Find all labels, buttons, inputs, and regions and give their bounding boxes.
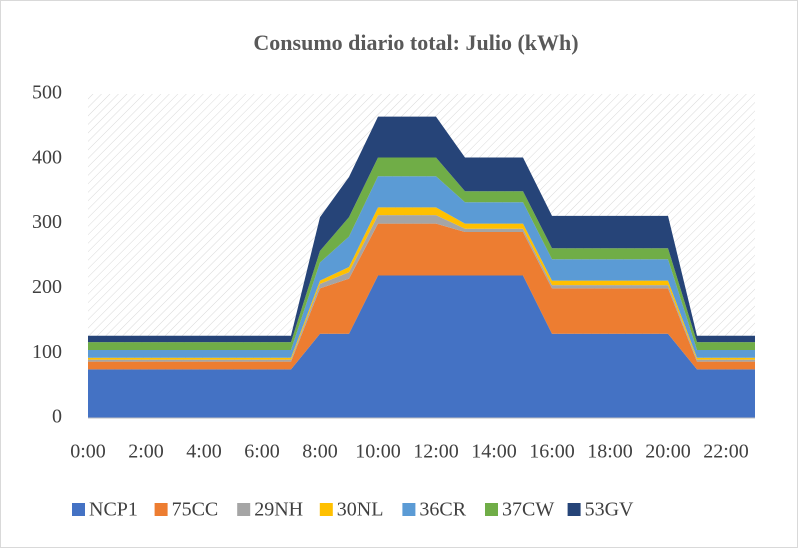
legend-swatch (485, 503, 498, 516)
y-tick-label: 200 (32, 276, 62, 298)
x-tick-label: 4:00 (186, 441, 222, 463)
y-tick-label: 100 (32, 341, 62, 363)
area (88, 157, 755, 350)
x-tick-label: 12:00 (413, 441, 459, 463)
x-tick-label: 16:00 (529, 441, 575, 463)
legend-label: 30NL (337, 499, 384, 521)
chart-title: Consumo diario total: Julio (kWh) (253, 30, 578, 55)
legend-swatch (402, 503, 416, 516)
legend-label: 53GV (585, 499, 634, 521)
legend-label: 37CW (502, 499, 554, 521)
x-tick-label: 8:00 (302, 441, 338, 463)
area (88, 275, 755, 418)
x-tick-label: 18:00 (587, 441, 633, 463)
legend-swatch (567, 503, 581, 516)
x-tick-label: 10:00 (355, 441, 401, 463)
legend-swatch (237, 503, 251, 516)
area (88, 215, 755, 362)
legend-label: 75CC (172, 499, 219, 521)
x-tick-label: 22:00 (703, 441, 749, 463)
x-tick-label: 0:00 (70, 441, 106, 463)
x-tick-label: 20:00 (645, 441, 691, 463)
area (88, 116, 755, 343)
legend-swatch (72, 503, 85, 516)
area (88, 207, 755, 360)
x-tick-label: 14:00 (471, 441, 517, 463)
legend-swatch (319, 503, 333, 516)
legend-label: NCP1 (89, 499, 138, 521)
legend-swatch (154, 503, 168, 516)
area (88, 176, 755, 358)
x-tick-label: 2:00 (128, 441, 164, 463)
y-tick-label: 400 (32, 146, 62, 168)
area (88, 223, 755, 370)
y-tick-label: 0 (52, 406, 62, 428)
legend-label: 29NH (254, 499, 303, 521)
y-tick-label: 500 (32, 82, 62, 104)
y-tick-label: 300 (32, 211, 62, 233)
legend-label: 36CR (419, 499, 466, 521)
x-tick-label: 6:00 (244, 441, 280, 463)
